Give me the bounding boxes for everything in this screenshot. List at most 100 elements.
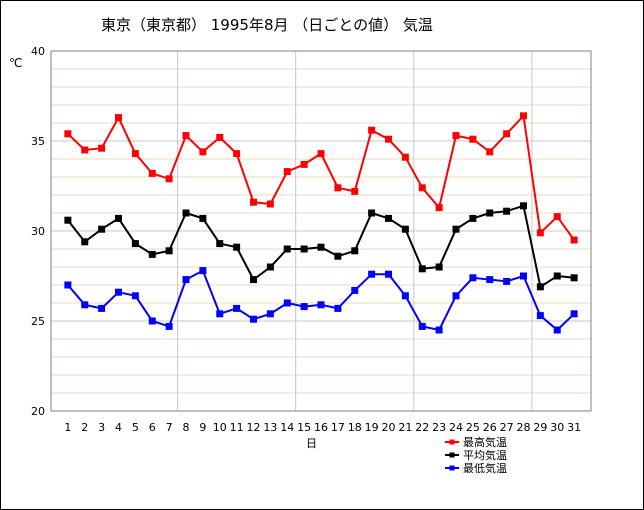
data-point bbox=[334, 304, 342, 312]
data-point bbox=[81, 238, 89, 246]
data-point bbox=[216, 133, 224, 141]
data-point bbox=[452, 292, 460, 300]
data-point bbox=[570, 274, 578, 282]
legend-label: 最低気温 bbox=[463, 461, 507, 475]
x-tick-label: 17 bbox=[331, 421, 345, 434]
y-tick-label: 35 bbox=[31, 135, 45, 148]
legend-marker bbox=[449, 439, 455, 445]
data-point bbox=[536, 283, 544, 291]
legend-label: 平均気温 bbox=[463, 448, 507, 462]
data-point bbox=[469, 135, 477, 143]
data-point bbox=[115, 214, 122, 222]
x-tick-label: 20 bbox=[382, 421, 396, 434]
data-point bbox=[233, 150, 241, 158]
data-point bbox=[570, 310, 578, 318]
data-point bbox=[334, 252, 342, 260]
x-tick-label: 18 bbox=[348, 421, 362, 434]
data-point bbox=[300, 245, 308, 253]
data-point bbox=[520, 112, 527, 120]
data-point bbox=[503, 277, 511, 285]
chart-title: 東京（東京都） 1995年8月 （日ごとの値） 気温 bbox=[101, 16, 433, 34]
x-tick-label: 19 bbox=[365, 421, 379, 434]
y-tick-label: 30 bbox=[31, 225, 45, 238]
data-point bbox=[115, 114, 122, 122]
data-point bbox=[148, 250, 156, 258]
data-point bbox=[553, 326, 561, 334]
data-point bbox=[250, 276, 257, 284]
data-point bbox=[317, 243, 325, 251]
data-point bbox=[283, 168, 291, 176]
data-point bbox=[368, 126, 376, 134]
data-point bbox=[216, 310, 224, 318]
legend-label: 最高気温 bbox=[463, 435, 507, 449]
data-point bbox=[64, 130, 72, 138]
y-axis-ticks: 20 25 30 35 40 bbox=[31, 45, 45, 418]
data-point bbox=[182, 209, 190, 217]
data-point bbox=[131, 292, 139, 300]
data-point bbox=[385, 214, 392, 222]
data-point bbox=[536, 312, 544, 320]
x-tick-label: 12 bbox=[247, 421, 261, 434]
data-point bbox=[435, 263, 443, 271]
x-axis-label: 日 bbox=[306, 437, 317, 450]
y-axis-unit: ℃ bbox=[9, 56, 22, 70]
data-point bbox=[266, 200, 274, 208]
series-line bbox=[67, 113, 575, 241]
data-point bbox=[182, 276, 190, 284]
data-point bbox=[520, 202, 527, 210]
data-point bbox=[131, 240, 139, 248]
data-point bbox=[351, 286, 359, 294]
x-tick-label: 5 bbox=[132, 421, 139, 434]
data-point bbox=[401, 225, 409, 233]
x-tick-label: 1 bbox=[64, 421, 71, 434]
data-point bbox=[98, 144, 106, 152]
data-point bbox=[266, 263, 274, 271]
x-tick-label: 16 bbox=[314, 421, 328, 434]
data-point bbox=[216, 240, 224, 248]
data-point bbox=[435, 204, 443, 212]
data-point bbox=[283, 299, 291, 307]
y-tick-label: 20 bbox=[31, 405, 45, 418]
data-point bbox=[64, 216, 72, 224]
x-tick-label: 3 bbox=[98, 421, 105, 434]
data-point bbox=[418, 265, 426, 273]
x-tick-label: 10 bbox=[213, 421, 227, 434]
data-point bbox=[435, 326, 443, 334]
series-layer bbox=[64, 112, 578, 334]
x-tick-label: 14 bbox=[280, 421, 294, 434]
data-point bbox=[553, 272, 561, 280]
data-point bbox=[317, 150, 325, 158]
data-point bbox=[351, 187, 359, 195]
data-point bbox=[300, 303, 308, 311]
data-point bbox=[199, 267, 207, 275]
data-point bbox=[570, 236, 578, 244]
data-point bbox=[452, 225, 460, 233]
legend-marker bbox=[449, 452, 455, 458]
data-point bbox=[536, 229, 544, 237]
data-point bbox=[553, 213, 561, 221]
data-point bbox=[81, 301, 89, 309]
data-point bbox=[503, 207, 511, 215]
x-tick-label: 8 bbox=[183, 421, 190, 434]
data-point bbox=[368, 270, 376, 278]
data-point bbox=[81, 146, 89, 154]
y-tick-label: 25 bbox=[31, 315, 45, 328]
data-point bbox=[334, 184, 342, 192]
data-point bbox=[165, 247, 173, 255]
x-tick-label: 11 bbox=[230, 421, 244, 434]
data-point bbox=[165, 175, 173, 183]
data-point bbox=[401, 153, 409, 161]
data-point bbox=[317, 301, 325, 309]
data-point bbox=[98, 225, 106, 233]
data-point bbox=[452, 132, 460, 140]
data-point bbox=[385, 270, 392, 278]
data-point bbox=[520, 272, 527, 280]
data-point bbox=[98, 304, 106, 312]
data-point bbox=[233, 304, 241, 312]
x-tick-label: 2 bbox=[81, 421, 88, 434]
data-point bbox=[115, 288, 122, 296]
data-point bbox=[64, 281, 72, 289]
data-point bbox=[486, 148, 494, 156]
data-point bbox=[300, 160, 308, 168]
